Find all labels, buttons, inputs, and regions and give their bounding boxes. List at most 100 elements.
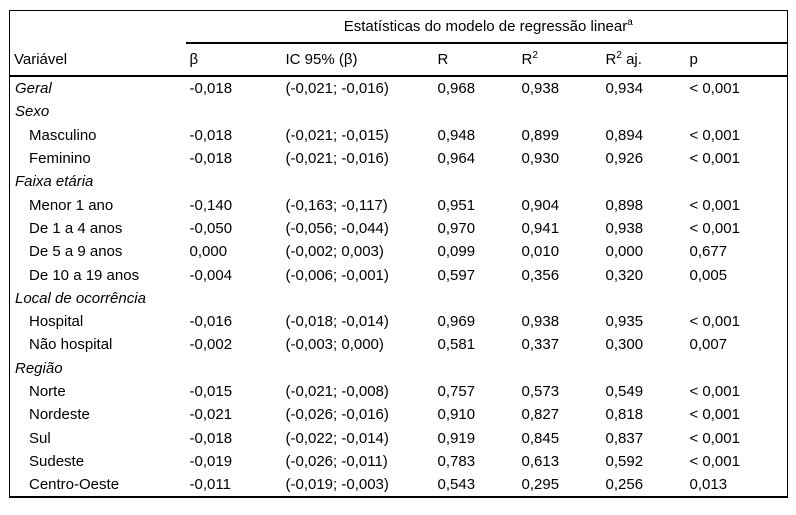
cell-value: 0,968 [437,80,476,98]
cell-value: 0,677 [689,243,728,261]
row-label: De 10 a 19 anos [29,266,140,284]
table-body: Geral -0,018 (-0,021; -0,016) 0,968 0,938 0,9… [10,76,788,497]
cell-value: < 0,001 [689,219,740,237]
cell-value: 0,613 [521,452,560,470]
table-row: Hospital -0,016 (-0,018; -0,014) 0,969 0,938… [10,310,788,333]
row-label: Sexo [15,103,50,121]
cell-value: < 0,001 [689,196,740,214]
cell-value: -0,004 [189,266,233,284]
table-row: De 10 a 19 anos -0,004 (-0,006; -0,001) 0,5… [10,263,788,286]
cell-value: 0,592 [605,452,644,470]
table-row: Não hospital -0,002 (-0,003; 0,000) 0,581 0,… [10,333,788,356]
row-label: De 5 a 9 anos [29,243,123,261]
cell-value [602,170,686,193]
row-label: Nordeste [29,406,90,424]
row-label: Feminino [29,150,91,168]
column-header-r2: R2 [517,43,602,77]
table-row: De 1 a 4 anos -0,050 (-0,056; -0,044) 0,970… [10,217,788,240]
row-label: Não hospital [29,336,113,354]
cell-value: 0,894 [605,126,644,144]
cell-value: 0,910 [437,406,476,424]
cell-value [686,100,788,123]
cell-value [186,100,282,123]
cell-value: 0,005 [689,266,728,284]
cell-value [434,357,518,380]
cell-value: 0,919 [437,429,476,447]
cell-value: 0,783 [437,452,476,470]
cell-value: < 0,001 [689,406,740,424]
spanner-title-text: Estatísticas do modelo de regressão line… [343,18,628,35]
cell-value: 0,256 [605,476,644,494]
cell-value [186,170,282,193]
corner-cell [10,11,186,44]
cell-value: 0,300 [605,336,644,354]
table-row: Local de ocorrência [10,287,788,310]
cell-value: (-0,021; -0,008) [285,383,389,400]
row-label: Geral [15,80,52,98]
cell-value: < 0,001 [689,80,740,98]
cell-value: 0,970 [437,219,476,237]
cell-value: < 0,001 [689,383,740,400]
row-label: Sul [29,429,51,447]
cell-value: (-0,056; -0,044) [285,219,389,237]
table-row: Região [10,357,788,380]
cell-value: 0,837 [605,429,644,447]
cell-value [686,287,788,310]
table-row: Norte -0,015 (-0,021; -0,008) 0,757 0,573 0,5… [10,380,788,403]
table-row: Sudeste -0,019 (-0,026; -0,011) 0,783 0,613 0… [10,450,788,473]
row-label: De 1 a 4 anos [29,219,123,237]
cell-value: -0,140 [189,196,233,214]
table-row: Geral -0,018 (-0,021; -0,016) 0,968 0,938 0,9… [10,76,788,100]
cell-value: -0,018 [189,80,233,98]
cell-value [186,357,282,380]
cell-value: 0,356 [521,266,560,284]
cell-value: -0,018 [189,150,233,168]
cell-value: 0,930 [521,150,560,168]
cell-value [602,100,686,123]
cell-value [518,100,602,123]
cell-value: (-0,019; -0,003) [285,476,389,494]
column-header-p: p [685,43,788,77]
table-row: Feminino -0,018 (-0,021; -0,016) 0,964 0,930… [10,147,788,170]
cell-value: 0,904 [521,196,560,214]
cell-value: 0,898 [605,196,644,214]
cell-value: (-0,163; -0,117) [285,196,388,214]
cell-value: (-0,021; -0,016) [285,150,389,168]
row-label: Hospital [29,313,84,331]
cell-value: < 0,001 [689,452,740,470]
cell-value: -0,018 [189,126,233,144]
cell-value [518,357,602,380]
table-row: Nordeste -0,021 (-0,026; -0,016) 0,910 0,827… [10,403,788,426]
cell-value: 0,007 [689,336,728,354]
cell-value: 0,573 [521,383,560,400]
cell-value: 0,845 [521,429,560,447]
cell-value [434,100,518,123]
cell-value [282,100,434,123]
cell-value: < 0,001 [689,150,740,168]
cell-value [518,287,602,310]
cell-value: (-0,021; -0,015) [285,126,389,144]
cell-value [282,170,434,193]
spanner-title: Estatísticas do modelo de regressão line… [185,10,788,44]
table-row: Faixa etária [10,170,788,193]
row-label: Sudeste [29,452,85,470]
cell-value: 0,948 [437,126,476,144]
table-row: De 5 a 9 anos 0,000 (-0,002; 0,003) 0,099 0,… [10,240,788,263]
cell-value: 0,938 [605,219,644,237]
cell-value: 0,951 [437,196,476,214]
cell-value: -0,002 [189,336,233,354]
cell-value: (-0,026; -0,016) [285,406,389,424]
cell-value [434,170,518,193]
column-header-variavel: Variável [9,43,186,77]
cell-value: 0,099 [437,243,476,261]
cell-value: 0,295 [521,476,560,494]
column-header-r: R [433,43,518,77]
cell-value: -0,011 [189,476,231,494]
cell-value: (-0,002; 0,003) [285,243,384,261]
cell-value: 0,549 [605,383,644,400]
cell-value: -0,016 [189,313,233,331]
cell-value: 0,818 [605,406,644,424]
cell-value: -0,018 [189,429,233,447]
row-label: Local de ocorrência [15,289,146,307]
